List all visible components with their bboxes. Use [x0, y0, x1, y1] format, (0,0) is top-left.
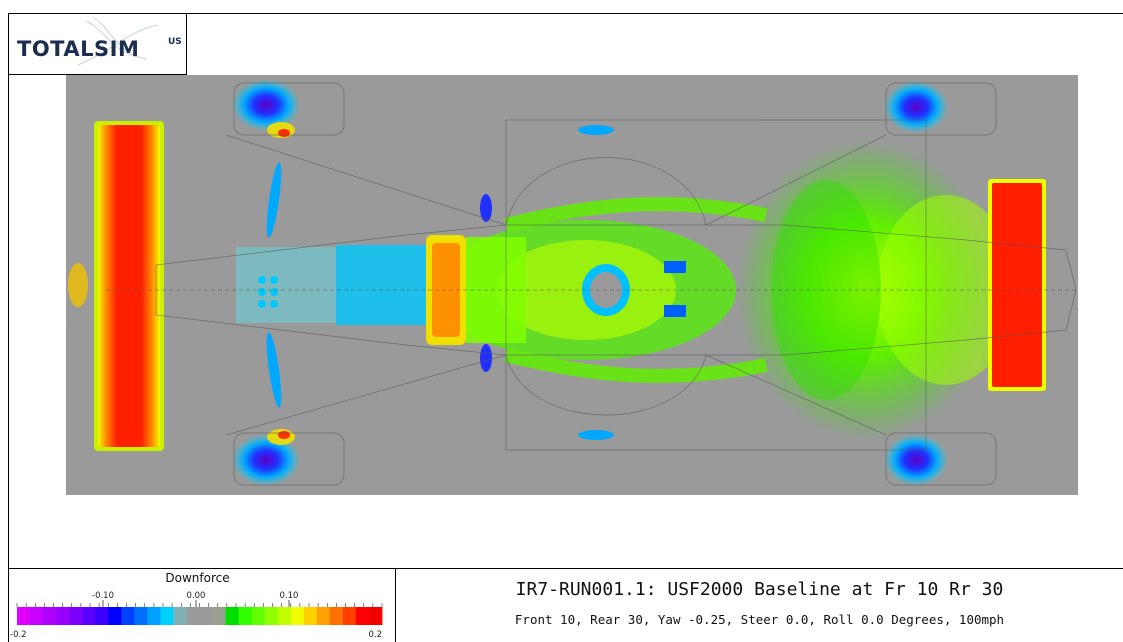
colorbar-cell	[17, 607, 31, 625]
colorbar-cell	[212, 607, 226, 625]
colorbar-cell	[134, 607, 148, 625]
colorbar-cell	[290, 607, 305, 625]
tick-label-010: 0.10	[280, 591, 299, 601]
colorbar-cell	[173, 607, 187, 625]
colorbar-cell	[251, 607, 266, 625]
colorbar-cell	[43, 607, 57, 625]
colorbar-cell	[147, 607, 161, 625]
floor-front-region	[236, 235, 526, 345]
run-conditions: Front 10, Rear 30, Yaw -0.25, Steer 0.0,…	[514, 612, 1005, 627]
downforce-legend: Downforce -0.10 0.00 0.10 -0.2 0.2	[0, 569, 395, 642]
front-wing	[68, 121, 164, 451]
tick-label-000: 0.00	[187, 591, 206, 601]
suspension-blue-streaks	[266, 125, 614, 440]
colorbar-cell	[160, 607, 174, 625]
legend-min-label: -0.2	[10, 630, 27, 640]
frame-left-border	[8, 13, 9, 642]
colorbar-cell	[69, 607, 83, 625]
colorbar-cell	[238, 607, 253, 625]
colorbar-cell	[199, 607, 213, 625]
rear-tire-top	[884, 81, 948, 133]
colorbar-cell	[329, 607, 344, 625]
colorbar-cell	[277, 607, 292, 625]
colorbar-cell	[303, 607, 318, 625]
colorbar-cell	[316, 607, 331, 625]
colorbar-cell	[225, 607, 240, 625]
page-title: IR7-RUN001.1: USF2000 Baseline at Fr 10 …	[515, 579, 1004, 600]
rear-tire-bottom	[884, 434, 948, 486]
colorbar-cell	[186, 607, 200, 625]
logo-superscript: US	[168, 37, 182, 47]
colorbar-cell	[108, 607, 122, 625]
footer-divider	[395, 568, 396, 642]
tick-label-neg010: -0.10	[92, 591, 114, 601]
logo-wordmark: TOTALSIM	[17, 37, 140, 61]
legend-colorbar: -0.10 0.00 0.10 -0.2 0.2	[10, 591, 383, 640]
colorbar-cell	[95, 607, 109, 625]
rear-wing	[988, 179, 1046, 391]
legend-title: Downforce	[165, 571, 230, 585]
title-block: IR7-RUN001.1: USF2000 Baseline at Fr 10 …	[396, 569, 1123, 642]
frame-top-border	[8, 13, 1123, 14]
colorbar-cell	[264, 607, 279, 625]
legend-max-label: 0.2	[368, 630, 382, 640]
logo: TOTALSIM US	[8, 13, 187, 75]
downforce-contour-plot	[66, 75, 1078, 495]
colorbar-cell	[368, 607, 383, 625]
logo-swoosh-icon	[77, 17, 159, 66]
colorbar-cell	[82, 607, 96, 625]
colorbar-cell	[355, 607, 370, 625]
colorbar-cell	[30, 607, 44, 625]
colorbar-cells	[17, 607, 383, 625]
colorbar-minor-ticks	[16, 603, 383, 607]
colorbar-cell	[121, 607, 135, 625]
footer-rule	[8, 568, 1123, 569]
colorbar-cell	[342, 607, 357, 625]
colorbar-cell	[56, 607, 70, 625]
